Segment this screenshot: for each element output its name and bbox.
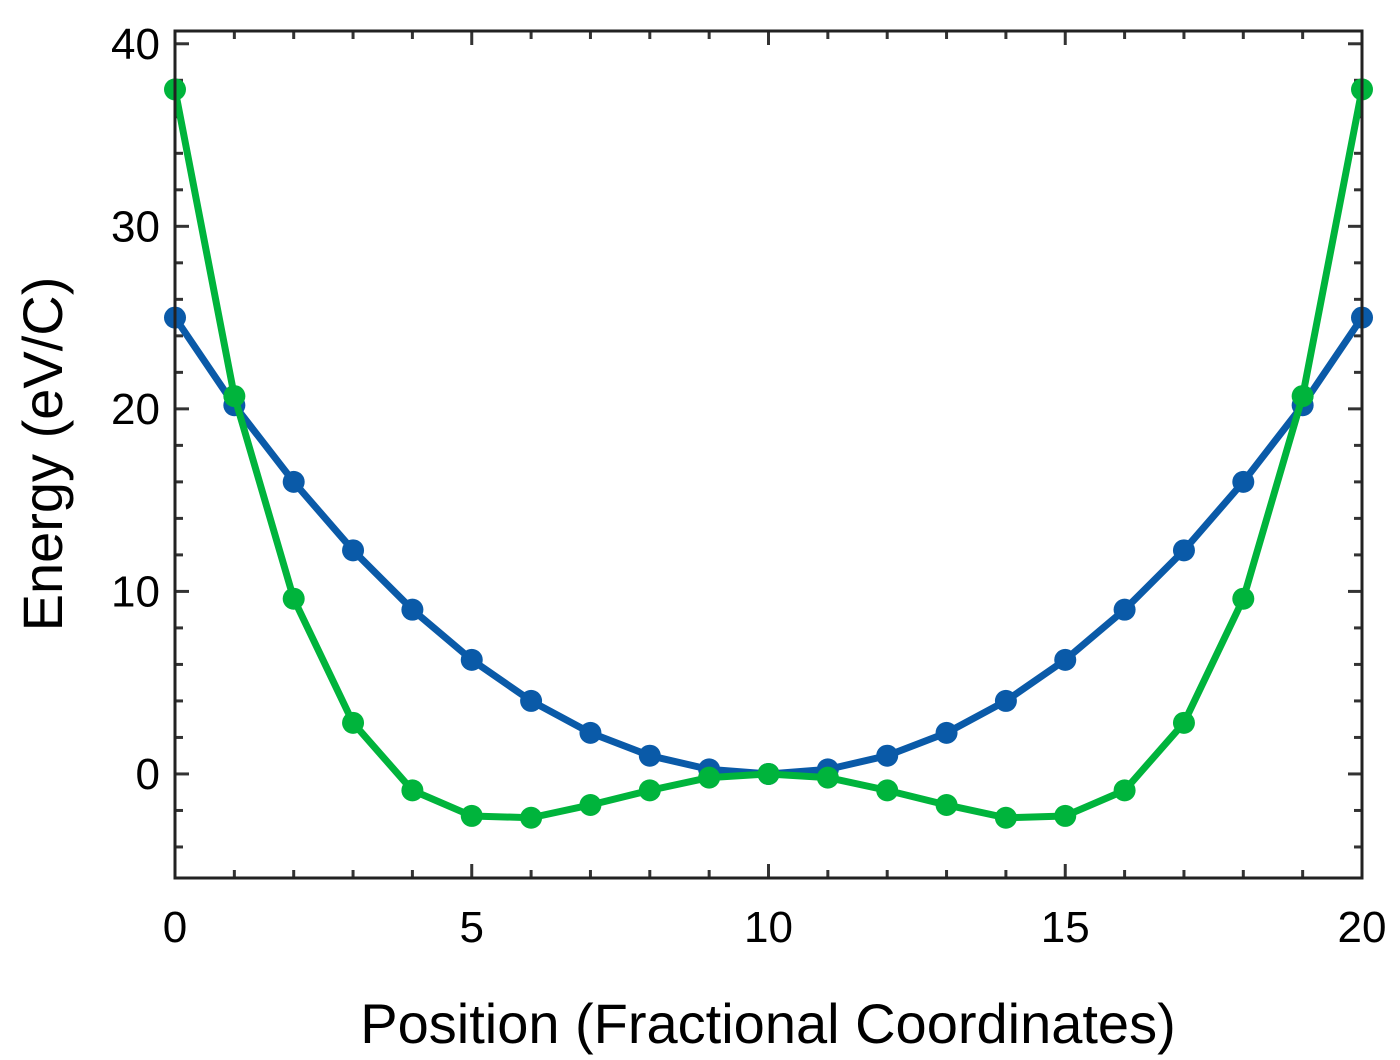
series-2-point [1113,779,1136,802]
series-1-point [935,721,958,744]
x-tick-label: 20 [1338,903,1387,952]
series-1-point [638,744,661,767]
y-tick-label: 20 [111,385,160,434]
series-2-point [223,385,246,408]
series-2-point [282,587,305,610]
series-1-point [876,744,899,767]
series-2-point [698,766,721,789]
series-1-point [994,689,1017,712]
series-2-line [171,85,1366,822]
series-2-point [460,804,483,827]
series-1-point [460,648,483,671]
series-layer [164,78,1373,829]
x-axis-label: Position (Fractional Coordinates) [360,992,1175,1055]
y-tick-label: 10 [111,567,160,616]
series-2-point [935,793,958,816]
series-2-point [994,806,1017,829]
series-1-point [1054,648,1077,671]
x-tick-label: 5 [460,903,484,952]
x-tick-label: 10 [744,903,793,952]
series-1-point [282,470,305,493]
ticks-layer [173,31,1364,878]
plot-frame [173,29,1364,880]
y-axis-label: Energy (eV/C) [11,277,74,632]
series-2-point [401,779,424,802]
series-1-point [1232,470,1255,493]
series-2-point [342,711,365,734]
series-2-point [1232,587,1255,610]
y-tick-label: 0 [136,750,160,799]
series-1-point [520,689,543,712]
series-1-point [579,721,602,744]
series-2-point [579,793,602,816]
series-1-point [342,539,365,562]
series-2-point [638,779,661,802]
series-1-point [1172,539,1195,562]
x-tick-label: 15 [1041,903,1090,952]
series-2 [164,78,1373,829]
labels-layer: 0 5 10 15 20 0 10 20 30 40 [111,20,1386,952]
series-1-point [1113,598,1136,621]
series-2-point [1172,711,1195,734]
series-2-point [1291,385,1314,408]
series-2-point [876,779,899,802]
series-2-point [757,762,780,785]
y-tick-label: 40 [111,20,160,69]
series-1-point [401,598,424,621]
series-2-point [1054,804,1077,827]
y-tick-label: 30 [111,202,160,251]
series-2-point [816,766,839,789]
x-tick-label: 0 [163,903,187,952]
series-2-point [520,806,543,829]
